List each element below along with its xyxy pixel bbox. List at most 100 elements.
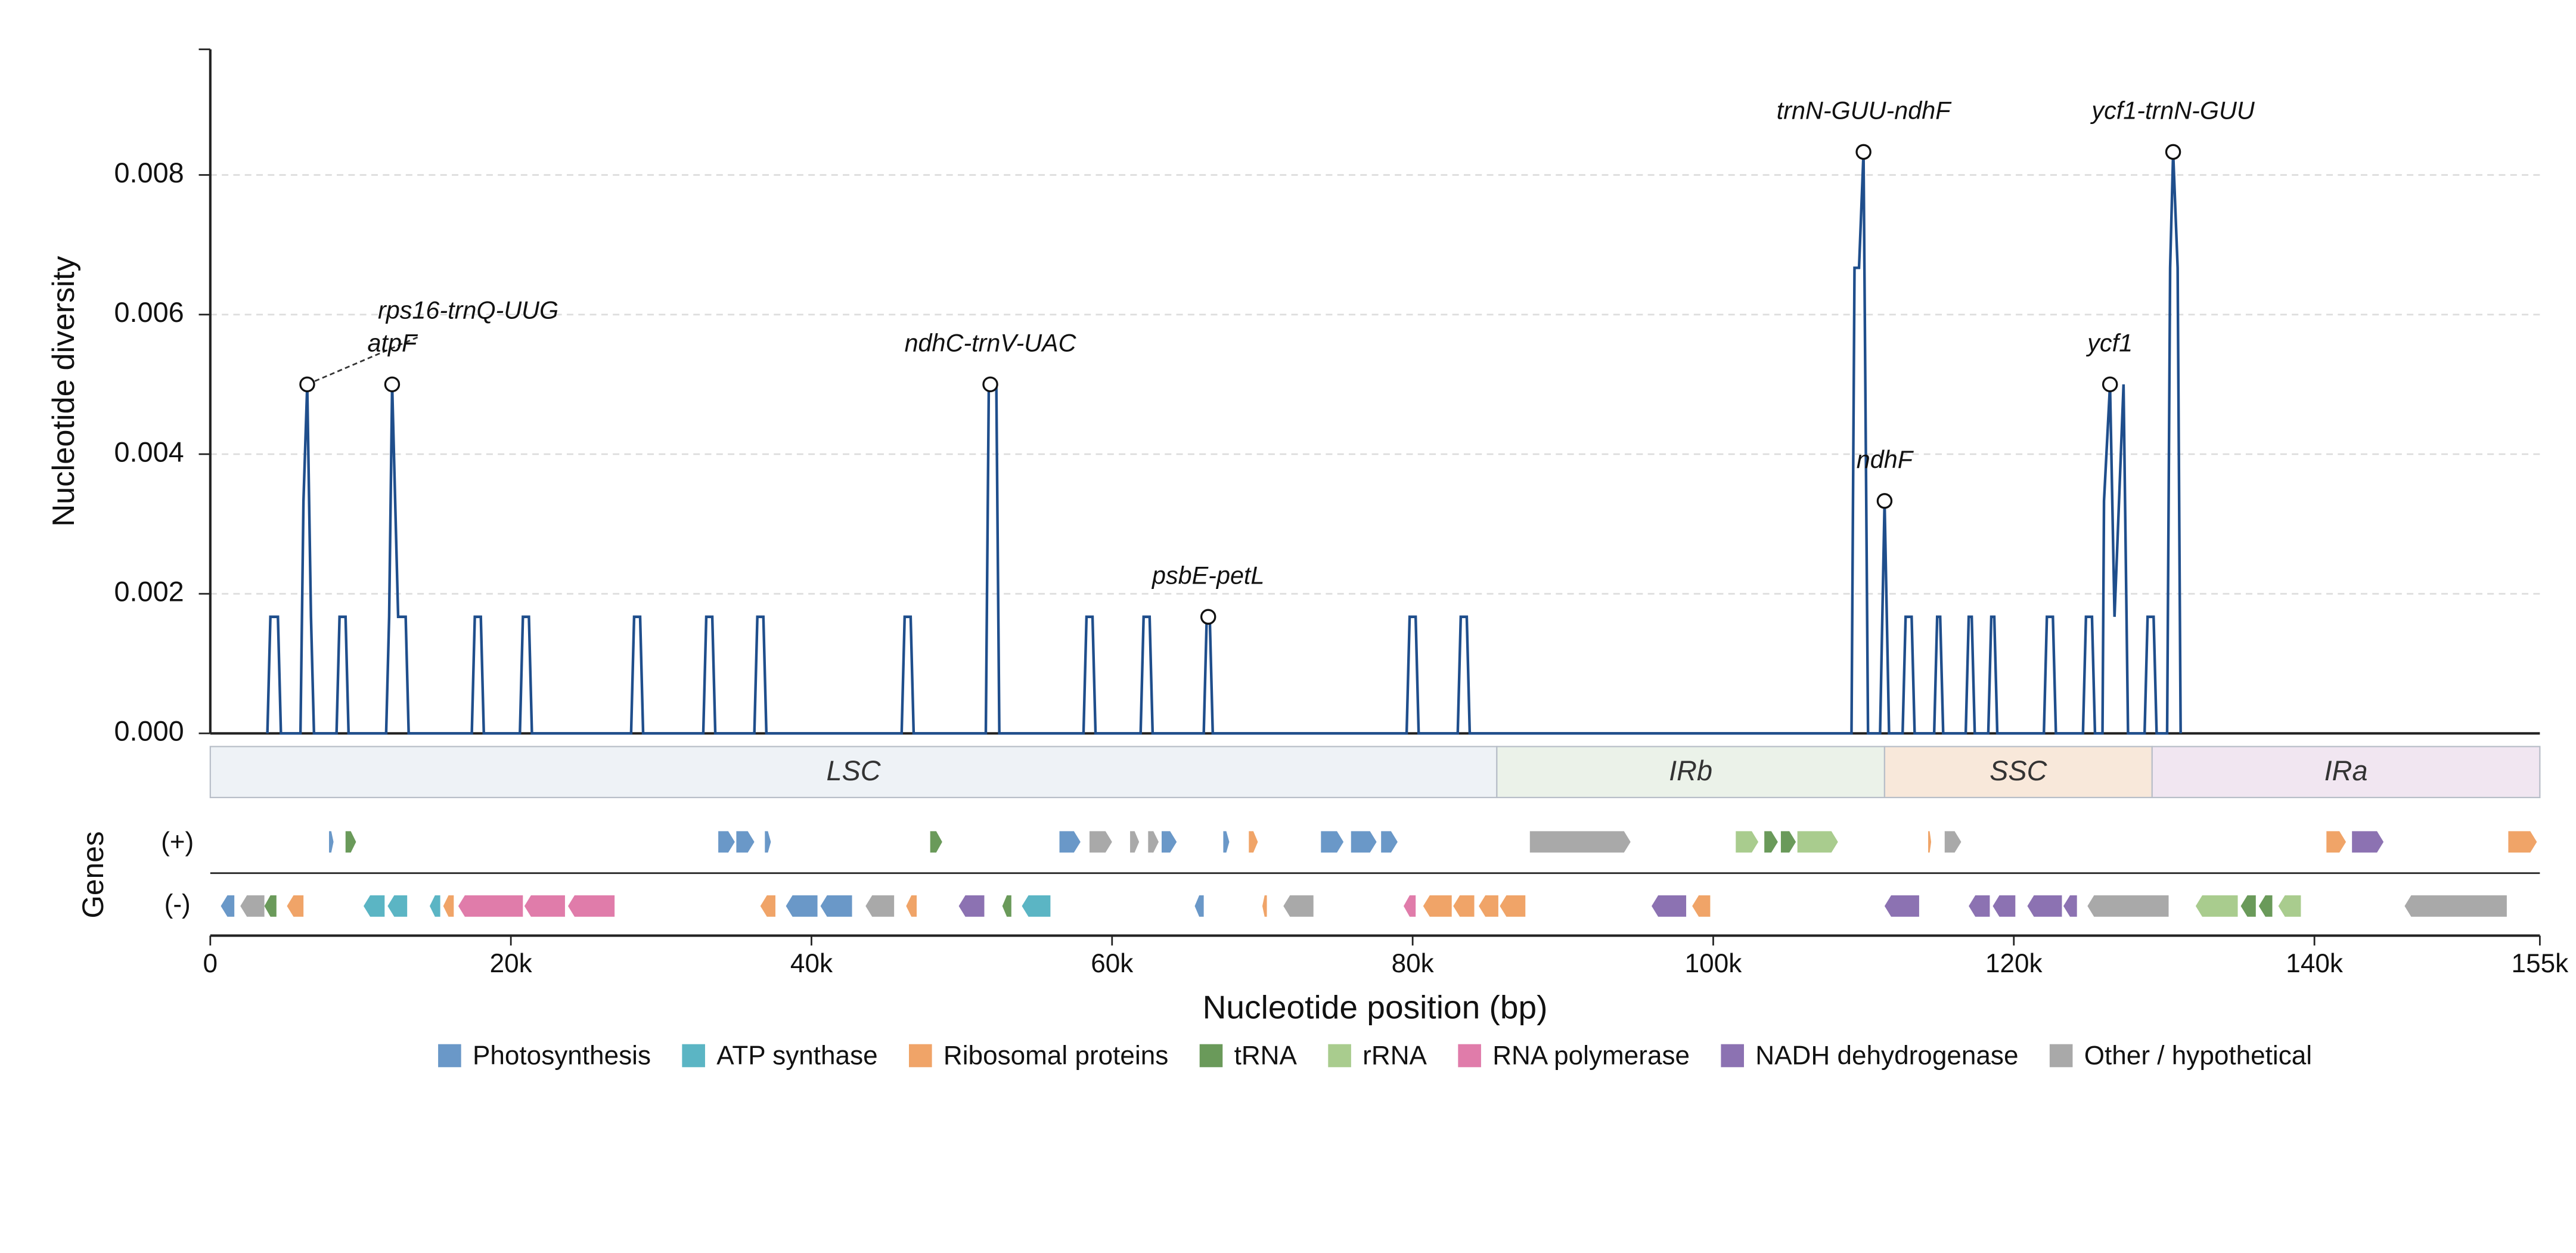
peak-marker xyxy=(2165,144,2181,160)
gene-arrow xyxy=(1453,895,1475,917)
legend-label: NADH dehydrogenase xyxy=(1755,1041,2018,1070)
gene-arrow xyxy=(1351,831,1377,853)
gene-arrow xyxy=(443,895,454,917)
gene-arrow xyxy=(1423,895,1452,917)
gene-arrow xyxy=(1992,895,2016,917)
gene-arrow xyxy=(1148,831,1159,853)
x-axis-label: Nucleotide position (bp) xyxy=(1203,988,1548,1025)
gene-arrow xyxy=(1736,831,1759,853)
x-tick-label: 0 xyxy=(203,949,218,978)
gene-arrow xyxy=(1283,895,1314,917)
gene-arrow xyxy=(2195,895,2238,917)
y-axis-label: Nucleotide diversity xyxy=(46,256,81,527)
gene-arrow xyxy=(1500,895,1526,917)
x-tick-label: 140k xyxy=(2286,949,2344,978)
gene-arrow xyxy=(1321,831,1344,853)
gene-arrow xyxy=(287,895,304,917)
x-tick-label: 20k xyxy=(490,949,533,978)
gene-arrow xyxy=(1223,831,1230,853)
y-tick-label: 0.006 xyxy=(114,297,184,328)
peak-marker xyxy=(384,376,401,393)
gene-arrow xyxy=(1130,831,1140,853)
gene-arrow xyxy=(567,895,615,917)
gene-arrow xyxy=(1262,895,1267,917)
gene-arrow xyxy=(1652,895,1687,917)
annotation-leader xyxy=(306,336,420,386)
gene-arrow xyxy=(2063,895,2077,917)
gene-arrow xyxy=(345,831,356,853)
gene-arrow xyxy=(1529,831,1631,853)
legend-swatch xyxy=(682,1044,705,1068)
annotation-label: trnN-GUU-ndhF xyxy=(1777,97,1952,125)
annotation-label: rps16-trnQ-UUG xyxy=(378,296,558,324)
legend-label: ATP synthase xyxy=(716,1041,877,1070)
gene-arrow xyxy=(1194,895,1204,917)
x-tick-label: 100k xyxy=(1685,949,1743,978)
x-tick-label: 40k xyxy=(790,949,833,978)
region-label: LSC xyxy=(827,755,882,786)
gene-arrow xyxy=(329,831,334,853)
gene-arrow xyxy=(458,895,523,917)
gene-arrow xyxy=(2240,895,2256,917)
annotation-label: psbE-petL xyxy=(1151,562,1264,589)
gene-arrow xyxy=(387,895,408,917)
y-tick-label: 0.002 xyxy=(114,576,184,607)
gene-arrow xyxy=(2326,831,2347,853)
legend-label: tRNA xyxy=(1234,1041,1298,1070)
gene-arrow xyxy=(1022,895,1051,917)
region-block xyxy=(2151,746,2541,798)
gene-arrow xyxy=(760,895,775,917)
x-tick-label: 155k xyxy=(2512,949,2569,978)
gene-arrow xyxy=(1692,895,1711,917)
gene-arrow xyxy=(1969,895,1990,917)
legend-label: RNA polymerase xyxy=(1492,1041,1690,1070)
gene-arrow xyxy=(718,831,735,853)
legend-label: Photosynthesis xyxy=(473,1041,651,1070)
region-label: IRb xyxy=(1669,755,1712,786)
gene-arrow xyxy=(2404,895,2507,917)
gene-arrow xyxy=(240,895,265,917)
gene-arrow xyxy=(1797,831,1838,853)
peak-marker xyxy=(2102,376,2118,393)
gene-arrow xyxy=(930,831,942,853)
y-tick-label: 0.004 xyxy=(114,436,184,467)
gene-arrow xyxy=(2508,831,2537,853)
peak-marker xyxy=(982,376,998,393)
gene-arrow xyxy=(1381,831,1398,853)
peak-marker xyxy=(1876,493,1893,509)
gene-arrow xyxy=(2352,831,2384,853)
plus-strand-label: (+) xyxy=(161,827,194,857)
gene-arrow xyxy=(786,895,818,917)
annotation-label: atpF xyxy=(368,330,418,357)
annotation-label: ycf1 xyxy=(2085,330,2133,357)
gene-arrow xyxy=(1089,831,1112,853)
gene-arrow xyxy=(524,895,565,917)
annotation-label: ndhC-trnV-UAC xyxy=(905,330,1077,357)
annotation-label: ycf1-trnN-GUU xyxy=(2090,97,2255,125)
legend-swatch xyxy=(909,1044,932,1068)
gene-arrow xyxy=(1403,895,1416,917)
legend-label: Other / hypothetical xyxy=(2084,1041,2312,1070)
y-tick-label: 0.000 xyxy=(114,716,184,747)
gene-arrow xyxy=(1162,831,1177,853)
gene-arrow xyxy=(1479,895,1498,917)
region-label: IRa xyxy=(2324,755,2368,786)
legend-swatch xyxy=(438,1044,461,1068)
gene-arrow xyxy=(2087,895,2169,917)
gene-arrow xyxy=(736,831,755,853)
gene-arrow xyxy=(1884,895,1919,917)
peak-marker xyxy=(1200,609,1216,625)
gene-arrow xyxy=(1780,831,1796,853)
gene-arrow xyxy=(1944,831,1962,853)
gene-arrow xyxy=(820,895,852,917)
gene-arrow xyxy=(865,895,895,917)
legend-label: Ribosomal proteins xyxy=(944,1041,1168,1070)
gene-arrow xyxy=(1249,831,1258,853)
legend-swatch xyxy=(2049,1044,2073,1068)
y-tick-label: 0.008 xyxy=(114,157,184,188)
peak-marker xyxy=(299,376,315,393)
gene-arrow xyxy=(1002,895,1011,917)
x-tick-label: 80k xyxy=(1392,949,1435,978)
genes-label: Genes xyxy=(76,831,110,918)
